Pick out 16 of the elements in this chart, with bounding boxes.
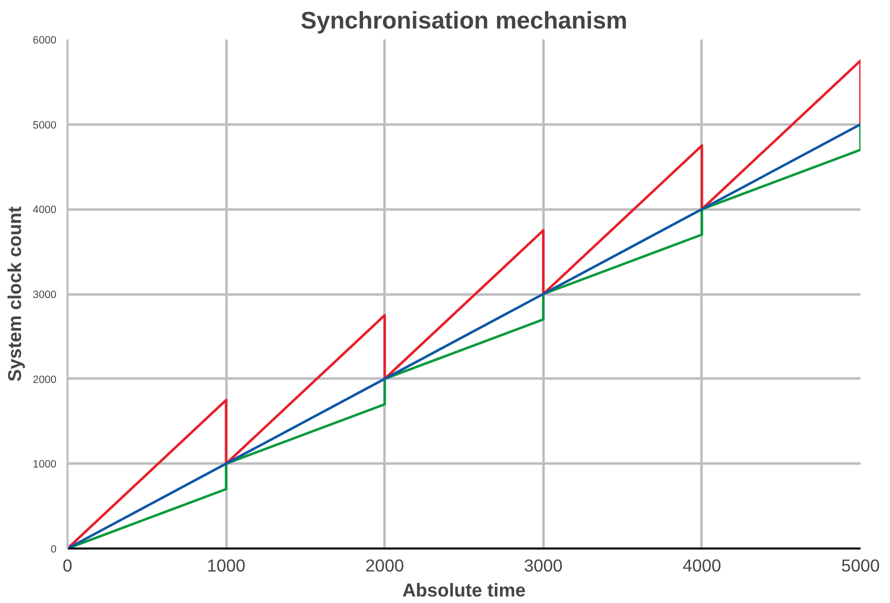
x-tick-label: 0 <box>62 556 72 576</box>
y-tick-label: 0 <box>50 544 57 556</box>
y-tick-label: 3000 <box>32 289 57 301</box>
x-tick-label: 2000 <box>365 556 404 576</box>
y-tick-label: 1000 <box>32 458 57 471</box>
y-axis-title: System clock count <box>4 206 25 382</box>
y-tick-label: 6000 <box>32 34 57 46</box>
y-tick-label: 2000 <box>32 374 57 386</box>
y-tick-label: 5000 <box>32 119 57 132</box>
x-tick-label: 3000 <box>524 556 563 576</box>
x-tick-label: 5000 <box>841 556 880 576</box>
x-tick-label: 4000 <box>682 556 722 576</box>
chart-title: Synchronisation mechanism <box>300 8 628 34</box>
y-tick-label: 4000 <box>32 204 57 216</box>
x-axis-title: Absolute time <box>402 580 526 600</box>
x-tick-label: 1000 <box>206 556 246 576</box>
